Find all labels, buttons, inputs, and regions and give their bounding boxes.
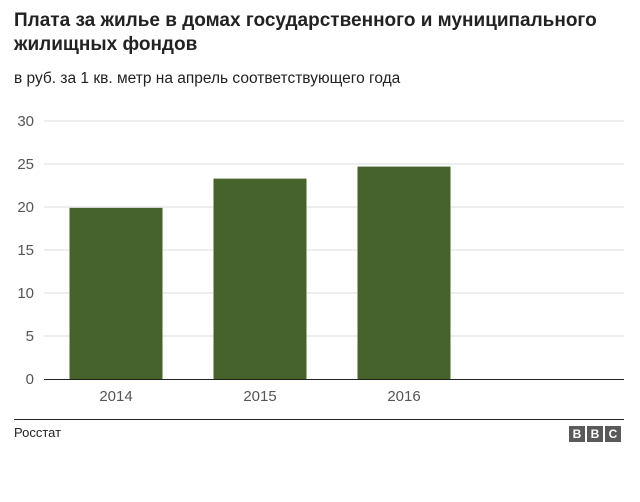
x-tick-label: 2016	[387, 388, 420, 405]
logo-letter: B	[569, 426, 585, 442]
logo-letter: C	[605, 426, 621, 442]
bar-chart: 0 5 10 15 20 25 30 2014 2015 2016	[17, 113, 624, 405]
y-tick-label: 15	[17, 242, 34, 259]
chart-title: Плата за жилье в домах государственного …	[14, 10, 597, 55]
bar	[69, 207, 163, 379]
y-tick-label: 25	[17, 156, 34, 173]
x-tick-label: 2015	[243, 388, 276, 405]
y-tick-label: 5	[26, 328, 34, 345]
y-tick-label: 30	[17, 113, 34, 130]
footer-divider	[14, 419, 624, 420]
chart-subtitle: в руб. за 1 кв. метр на апрель соответст…	[14, 70, 401, 87]
bbc-logo: B B C	[569, 426, 621, 442]
logo-letter: B	[587, 426, 603, 442]
source-label: Росстат	[14, 425, 62, 440]
bar	[357, 166, 451, 379]
y-tick-label: 10	[17, 285, 34, 302]
y-tick-label: 0	[26, 371, 34, 388]
x-tick-label: 2014	[99, 388, 132, 405]
y-tick-label: 20	[17, 199, 34, 216]
bar	[213, 178, 307, 379]
